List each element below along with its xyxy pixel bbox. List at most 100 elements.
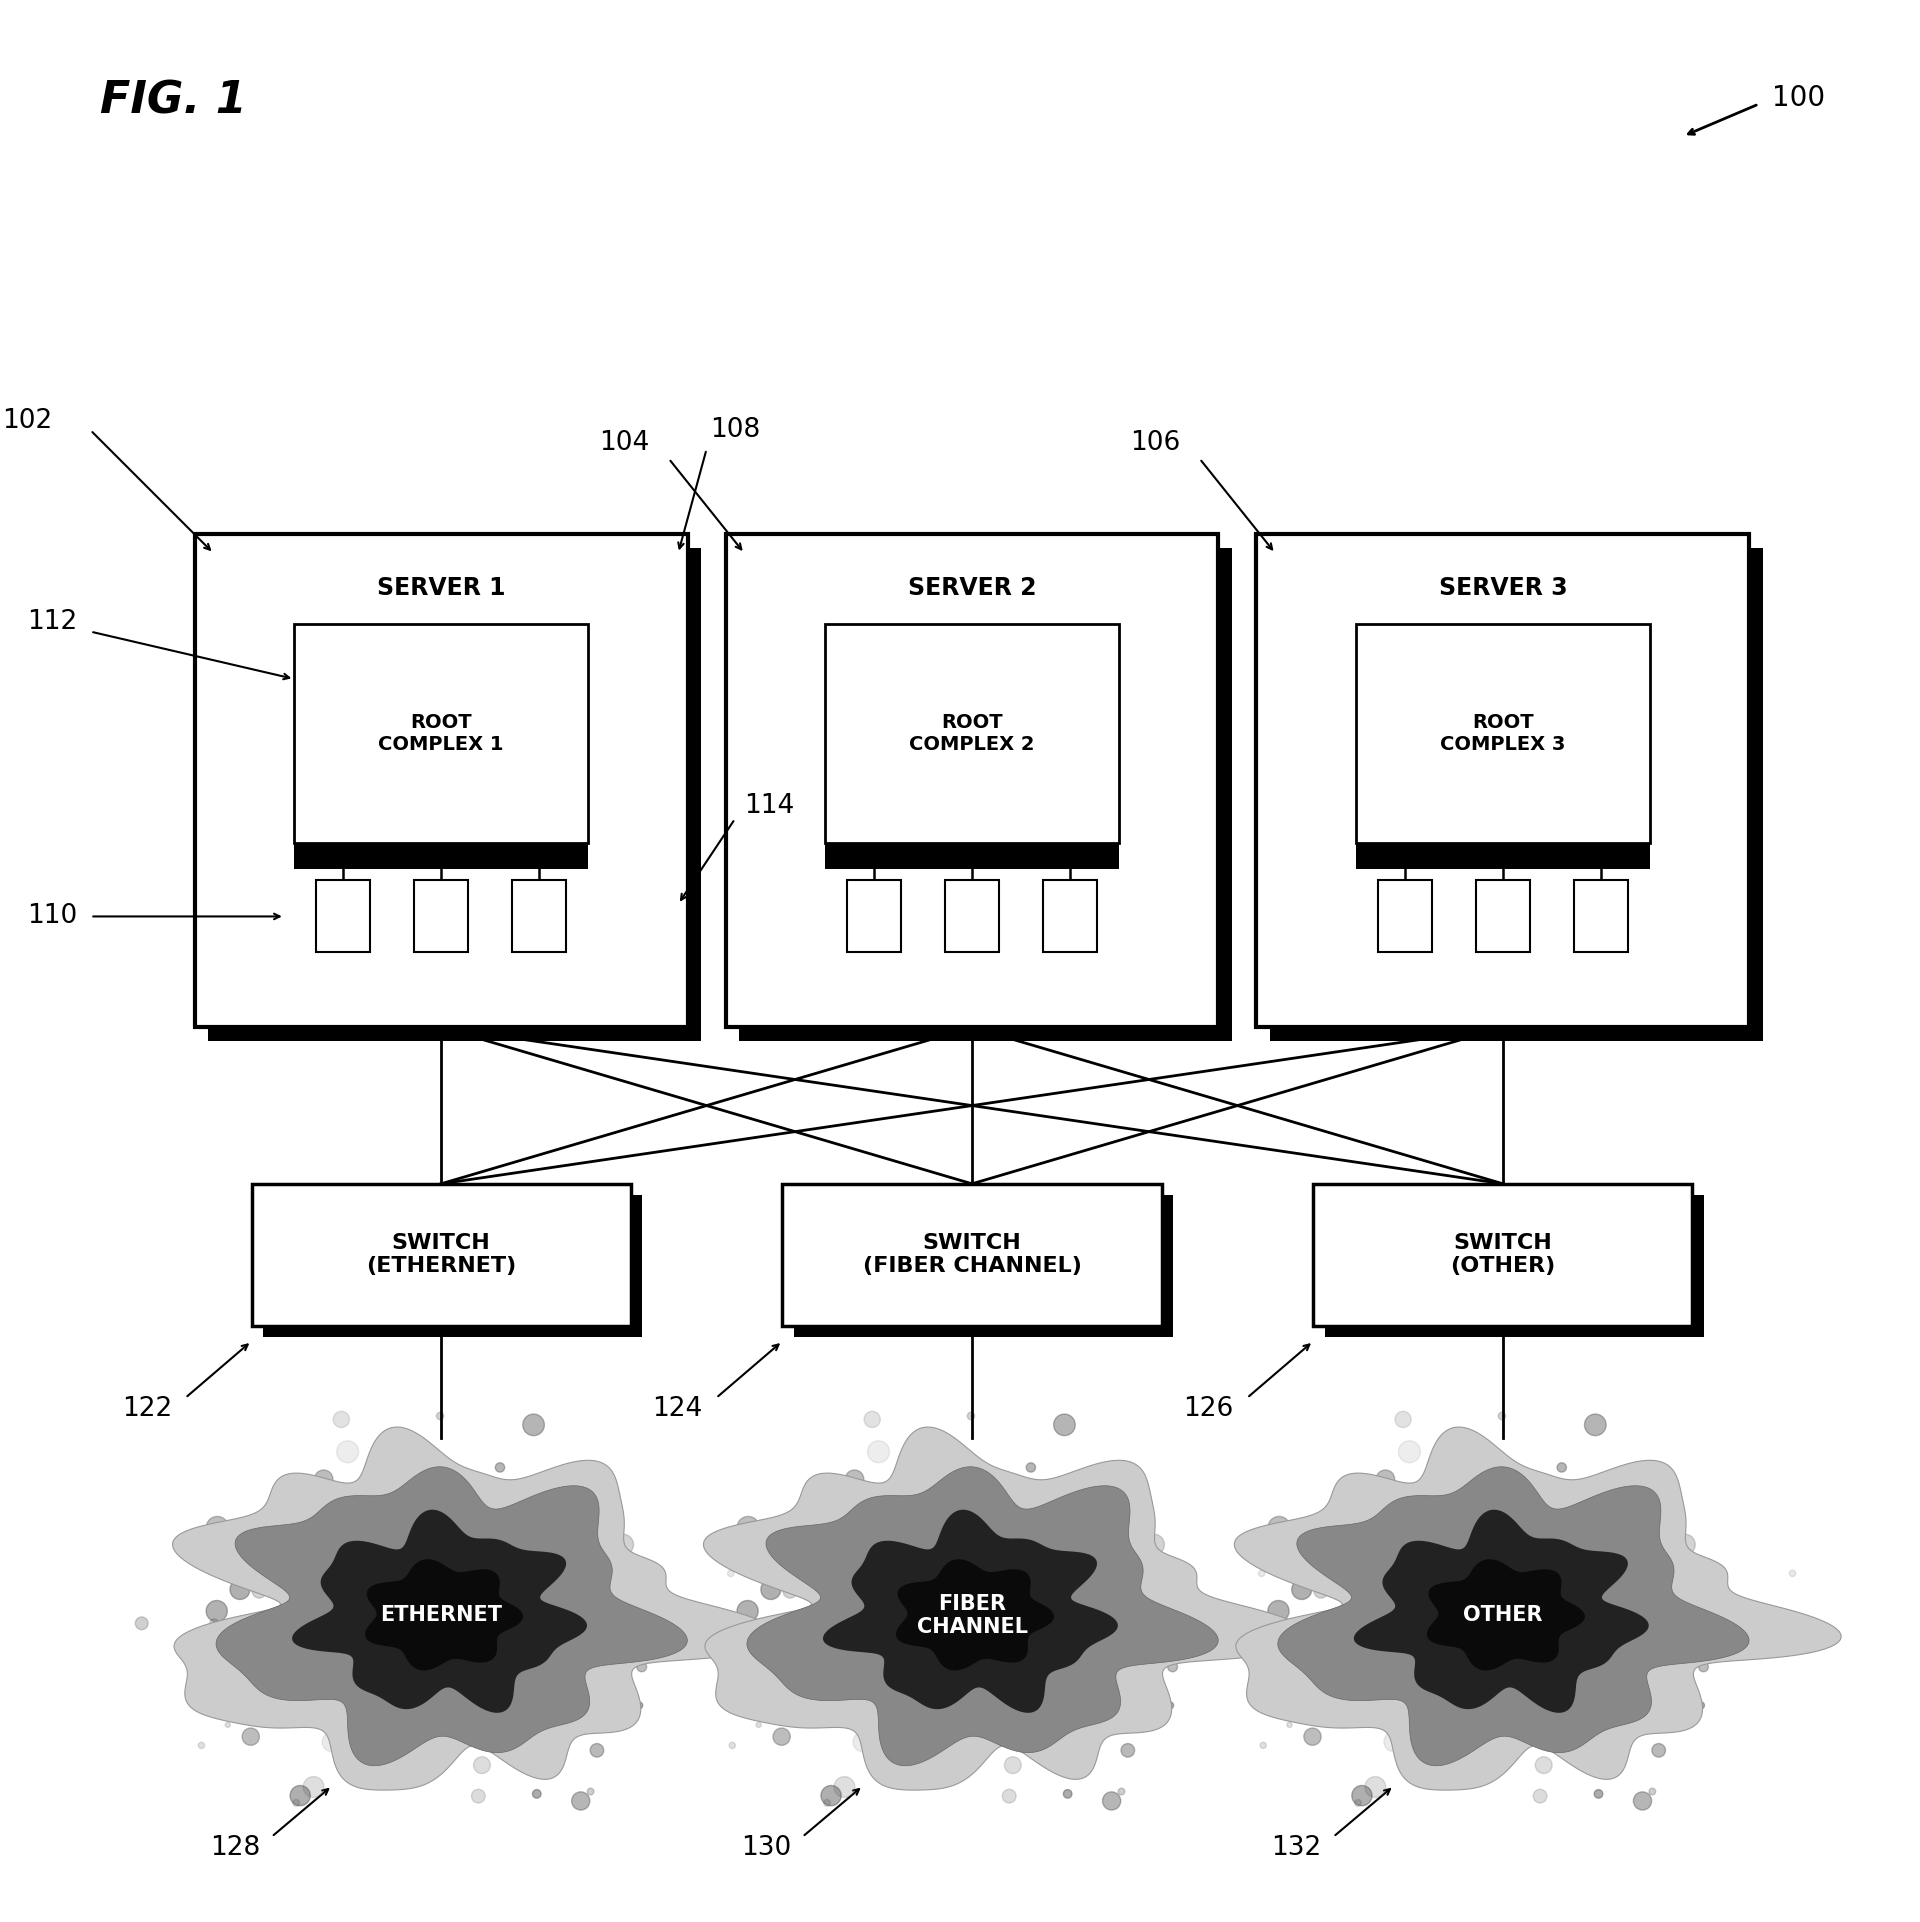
Circle shape bbox=[891, 1528, 908, 1545]
Text: 132: 132 bbox=[1271, 1836, 1321, 1860]
Circle shape bbox=[323, 1732, 342, 1751]
Circle shape bbox=[1716, 1591, 1722, 1597]
Circle shape bbox=[655, 1591, 660, 1597]
Circle shape bbox=[461, 1518, 474, 1532]
Text: 130: 130 bbox=[741, 1836, 791, 1860]
Circle shape bbox=[263, 1503, 284, 1526]
Circle shape bbox=[1634, 1791, 1651, 1811]
Circle shape bbox=[1167, 1701, 1173, 1709]
Circle shape bbox=[1640, 1653, 1645, 1661]
Circle shape bbox=[728, 1570, 733, 1576]
Text: ROOT
COMPLEX 3: ROOT COMPLEX 3 bbox=[1440, 713, 1565, 753]
Circle shape bbox=[1267, 1601, 1288, 1622]
Polygon shape bbox=[292, 1509, 588, 1713]
Circle shape bbox=[1674, 1534, 1695, 1555]
Polygon shape bbox=[703, 1426, 1309, 1789]
Circle shape bbox=[526, 1753, 536, 1762]
Circle shape bbox=[1258, 1570, 1265, 1576]
FancyBboxPatch shape bbox=[1356, 625, 1649, 842]
Circle shape bbox=[1371, 1563, 1379, 1570]
Polygon shape bbox=[1279, 1466, 1749, 1766]
Circle shape bbox=[760, 1580, 781, 1599]
Circle shape bbox=[572, 1791, 589, 1811]
FancyBboxPatch shape bbox=[847, 880, 900, 953]
Circle shape bbox=[1048, 1703, 1064, 1720]
Circle shape bbox=[323, 1691, 332, 1701]
Circle shape bbox=[1069, 1732, 1087, 1747]
Circle shape bbox=[666, 1616, 680, 1630]
Circle shape bbox=[1484, 1714, 1490, 1718]
Circle shape bbox=[991, 1518, 1004, 1532]
FancyBboxPatch shape bbox=[783, 1184, 1162, 1326]
Circle shape bbox=[1021, 1686, 1037, 1701]
Circle shape bbox=[636, 1701, 643, 1709]
Text: SWITCH
(OTHER): SWITCH (OTHER) bbox=[1450, 1234, 1555, 1276]
Circle shape bbox=[1649, 1787, 1655, 1795]
Polygon shape bbox=[217, 1466, 687, 1766]
Text: 102: 102 bbox=[2, 407, 52, 434]
Circle shape bbox=[1271, 1618, 1281, 1628]
Text: SWITCH
(ETHERNET): SWITCH (ETHERNET) bbox=[367, 1234, 516, 1276]
Text: 128: 128 bbox=[209, 1836, 259, 1860]
Circle shape bbox=[852, 1732, 872, 1751]
Circle shape bbox=[1064, 1789, 1071, 1799]
FancyBboxPatch shape bbox=[739, 548, 1233, 1040]
Circle shape bbox=[1557, 1463, 1567, 1472]
Circle shape bbox=[540, 1732, 555, 1747]
Circle shape bbox=[676, 1636, 682, 1641]
Circle shape bbox=[1171, 1574, 1185, 1588]
Circle shape bbox=[1025, 1463, 1035, 1472]
Circle shape bbox=[175, 1534, 196, 1555]
Circle shape bbox=[916, 1707, 924, 1714]
FancyBboxPatch shape bbox=[826, 842, 1119, 869]
FancyBboxPatch shape bbox=[1379, 880, 1432, 953]
Circle shape bbox=[1094, 1611, 1114, 1630]
Circle shape bbox=[968, 1413, 975, 1420]
Circle shape bbox=[766, 1641, 783, 1659]
Circle shape bbox=[1144, 1534, 1164, 1555]
Polygon shape bbox=[747, 1466, 1217, 1766]
Circle shape bbox=[1304, 1728, 1321, 1745]
Circle shape bbox=[607, 1647, 614, 1655]
Circle shape bbox=[376, 1524, 397, 1545]
Circle shape bbox=[841, 1563, 847, 1570]
Circle shape bbox=[1356, 1799, 1361, 1807]
Text: 108: 108 bbox=[710, 417, 760, 444]
Circle shape bbox=[822, 1597, 831, 1607]
Circle shape bbox=[589, 1588, 595, 1593]
Circle shape bbox=[1292, 1580, 1311, 1599]
Circle shape bbox=[1423, 1528, 1440, 1545]
Circle shape bbox=[290, 1786, 311, 1807]
Circle shape bbox=[422, 1714, 428, 1718]
Circle shape bbox=[637, 1663, 647, 1672]
FancyBboxPatch shape bbox=[252, 1184, 632, 1326]
Circle shape bbox=[1265, 1649, 1283, 1666]
Polygon shape bbox=[365, 1559, 522, 1670]
Circle shape bbox=[1534, 1789, 1548, 1803]
Circle shape bbox=[908, 1524, 927, 1545]
Circle shape bbox=[1551, 1686, 1569, 1701]
Circle shape bbox=[774, 1728, 791, 1745]
Circle shape bbox=[371, 1734, 388, 1749]
Circle shape bbox=[309, 1563, 317, 1570]
FancyBboxPatch shape bbox=[1356, 842, 1649, 869]
Circle shape bbox=[495, 1463, 505, 1472]
Circle shape bbox=[1123, 1540, 1129, 1547]
Circle shape bbox=[588, 1613, 601, 1624]
Text: 122: 122 bbox=[121, 1397, 173, 1422]
Circle shape bbox=[1108, 1653, 1116, 1661]
FancyBboxPatch shape bbox=[1574, 880, 1628, 953]
Circle shape bbox=[1260, 1741, 1267, 1749]
Circle shape bbox=[1588, 1753, 1597, 1762]
Circle shape bbox=[1117, 1787, 1125, 1795]
Circle shape bbox=[1668, 1647, 1676, 1655]
Circle shape bbox=[864, 1411, 879, 1428]
Circle shape bbox=[741, 1618, 751, 1628]
Circle shape bbox=[612, 1534, 634, 1555]
Circle shape bbox=[1789, 1570, 1795, 1576]
Circle shape bbox=[225, 1722, 230, 1728]
FancyBboxPatch shape bbox=[1269, 548, 1763, 1040]
Circle shape bbox=[1584, 1415, 1607, 1436]
Circle shape bbox=[1121, 1743, 1135, 1757]
Text: 124: 124 bbox=[653, 1397, 703, 1422]
